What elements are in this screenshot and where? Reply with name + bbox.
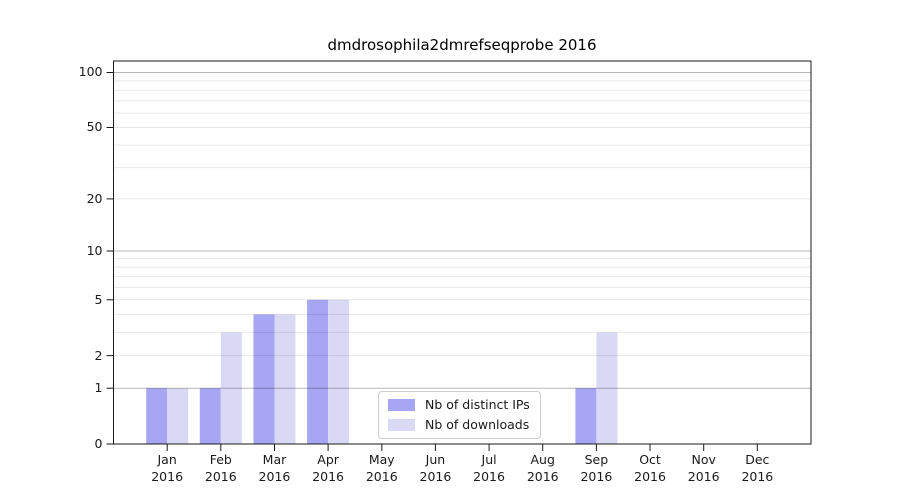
bar-series0-feb [199,388,221,444]
bar-series1-apr [328,299,350,444]
bar-series1-sep [596,332,618,444]
x-tick-label-oct: Oct 2016 [634,452,666,484]
y-tick-label: 0 [94,436,103,451]
y-tick-label: 5 [94,291,103,307]
x-tick-label-jul: Jul 2016 [473,452,505,484]
legend-swatch-downloads [388,418,415,431]
x-tick-label-apr: Apr 2016 [312,452,345,484]
chart-title: dmdrosophila2dmrefseqprobe 2016 [327,36,597,54]
legend-label-distinct-ips: Nb of distinct IPs [425,397,530,412]
legend-swatch-distinct-ips [388,398,415,411]
x-tick-label-sep: Sep 2016 [580,452,613,484]
legend-item-downloads: Nb of downloads [388,417,530,432]
x-tick-label-jun: Jun 2016 [419,452,452,484]
legend: Nb of distinct IPs Nb of downloads [378,391,541,439]
bar-series0-jan [146,388,168,444]
legend-label-downloads: Nb of downloads [425,417,530,432]
y-tick-label: 100 [78,64,103,80]
x-tick-label-jan: Jan 2016 [151,452,184,484]
bar-series1-mar [274,314,296,444]
bar-series0-apr [307,299,329,444]
x-tick-label-aug: Aug 2016 [526,452,559,484]
y-tick-label: 1 [94,380,103,396]
bar-series0-sep [575,388,597,444]
legend-item-distinct-ips: Nb of distinct IPs [388,397,530,412]
x-tick-label-may: May 2016 [365,452,398,484]
y-tick-label: 50 [86,119,103,135]
x-tick-label-feb: Feb 2016 [204,452,237,484]
x-tick-label-dec: Dec 2016 [741,452,774,484]
bar-series0-mar [253,314,275,444]
y-tick-label: 20 [86,190,103,206]
x-tick-label-nov: Nov 2016 [687,452,720,484]
y-tick-label: 10 [86,242,103,258]
bar-series1-feb [220,332,242,444]
y-tick-label: 2 [94,347,103,363]
axes-box [113,60,812,445]
x-tick-label-mar: Mar 2016 [258,452,291,484]
bar-series1-jan [167,388,189,444]
